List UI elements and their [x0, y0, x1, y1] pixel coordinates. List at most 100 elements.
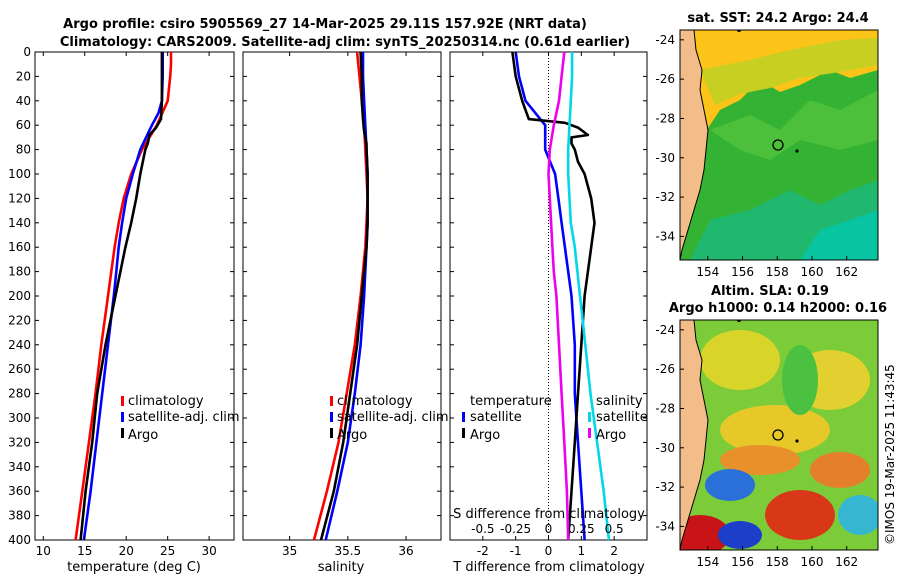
x-tick-label: 1 — [578, 544, 586, 558]
map-y-tick-label: -24 — [655, 33, 675, 47]
y-tick-label: 300 — [8, 411, 31, 425]
x-tick-label: 2 — [610, 544, 618, 558]
sst-map-frame — [679, 29, 879, 261]
y-tick-label: 0 — [23, 45, 31, 59]
series-line-salinity-satellite — [566, 52, 611, 541]
y-tick-label: 240 — [8, 338, 31, 352]
y-tick-label: 120 — [8, 191, 31, 205]
x-tick-label: 10 — [36, 544, 51, 558]
float-marker — [772, 429, 784, 441]
y-tick-label: 320 — [8, 435, 31, 449]
map-x-tick-label: 156 — [731, 555, 754, 569]
sst-mid-band — [710, 90, 878, 160]
map-y-tick-label: -32 — [655, 480, 675, 494]
salinity-xlabel: salinity — [318, 560, 365, 575]
legend-swatch-climatology — [121, 396, 124, 406]
x-tick-label: 20 — [119, 544, 134, 558]
legend-label-argo: Argo — [337, 428, 367, 443]
x-tick-label: 36 — [398, 544, 413, 558]
legend-label-argo-s: Argo — [596, 428, 626, 443]
series-line-climatology — [74, 52, 173, 541]
y-tick-label: 260 — [8, 362, 31, 376]
x-tick-label: 35 — [282, 544, 297, 558]
salinity-panel: 35 35.5 36 salinity climatology satellite-… — [242, 51, 449, 575]
difference-panel: -2 -1 0 1 2 T difference from climatology S … — [449, 51, 648, 575]
sla-map: Altim. SLA: 0.19 Argo h1000: 0.14 h2000:… — [655, 284, 887, 569]
legend-swatch-satellite-s — [588, 412, 591, 422]
sla-orange-blob-2 — [810, 452, 870, 488]
sla-map-frame — [679, 319, 879, 551]
y-tick-label: 200 — [8, 289, 31, 303]
legend-label-climatology: climatology — [128, 394, 204, 409]
map-x-tick-label: 158 — [766, 555, 789, 569]
map-y-tick-label: -30 — [655, 441, 675, 455]
sla-yellow-blob — [700, 330, 780, 390]
sla-red-blob — [765, 490, 835, 540]
map-y-tick-label: -30 — [655, 151, 675, 165]
series-line-satellite-adj-clim — [82, 52, 164, 541]
island-dot — [795, 439, 799, 443]
difference-xlabel-top: S difference from climatology — [453, 507, 645, 522]
y-tick-label: 400 — [8, 533, 31, 547]
map-x-tick-label: 162 — [835, 265, 858, 279]
y-tick-label: 60 — [16, 118, 31, 132]
sla-cyan-blob — [838, 495, 878, 535]
y-tick-label: 80 — [16, 143, 31, 157]
legend-swatch-argo-t — [462, 428, 465, 438]
legend-label-argo-t: Argo — [470, 428, 500, 443]
title-line-1: Argo profile: csiro 5905569_27 14-Mar-20… — [63, 17, 587, 32]
sla-yellow-blob-3 — [720, 405, 830, 455]
sla-blue-blob-2 — [718, 521, 762, 549]
sst-cold-patch — [800, 210, 878, 260]
legend-swatch-climatology — [330, 396, 333, 406]
legend-title-temperature: temperature — [470, 394, 552, 409]
map-x-tick-label: 160 — [801, 555, 824, 569]
temperature-panel: 10 15 20 25 30 temperature (deg C) climatolo… — [34, 51, 240, 575]
map-y-tick-label: -32 — [655, 190, 675, 204]
legend-label-satellite-t: satellite — [470, 410, 522, 425]
map-y-tick-label: -34 — [655, 519, 675, 533]
sst-map: sat. SST: 24.2 Argo: 24.4 154 156 158 160 16… — [655, 11, 879, 279]
x-tick-label-top: -0.25 — [500, 522, 531, 536]
y-tick-label: 340 — [8, 460, 31, 474]
legend-swatch-argo-s — [588, 428, 591, 438]
sst-warm-band — [700, 38, 878, 105]
y-tick-label: 20 — [16, 69, 31, 83]
legend-label-satellite: satellite-adj. clim — [337, 410, 449, 425]
sla-red-blob-2 — [680, 515, 730, 550]
map-x-tick-label: 156 — [731, 265, 754, 279]
island-dot — [795, 149, 799, 153]
x-tick-label-top: 0 — [545, 522, 553, 536]
sla-map-title: Altim. SLA: 0.19 — [711, 284, 829, 299]
map-x-tick-label: 162 — [835, 555, 858, 569]
temperature-panel-frame — [34, 51, 235, 541]
x-tick-label: -1 — [510, 544, 522, 558]
difference-xlabel: T difference from climatology — [452, 560, 645, 575]
legend-label-satellite-s: satellite — [596, 410, 648, 425]
temperature-legend: climatology satellite-adj. clim Argo — [121, 394, 240, 443]
series-line-temperature-argo — [511, 51, 596, 541]
x-tick-label: 25 — [160, 544, 175, 558]
x-tick-label: 15 — [77, 544, 92, 558]
imos-credit: ©IMOS 19-Mar-2025 11:43:45 — [883, 364, 897, 545]
y-tick-label: 140 — [8, 216, 31, 230]
map-y-tick-label: -28 — [655, 111, 675, 125]
x-tick-label-top: 0.25 — [568, 522, 595, 536]
x-tick-label: 0 — [545, 544, 553, 558]
sst-map-title: sat. SST: 24.2 Argo: 24.4 — [687, 11, 868, 26]
temperature-xlabel: temperature (deg C) — [67, 560, 201, 575]
float-marker — [772, 139, 784, 151]
y-tick-label: 280 — [8, 387, 31, 401]
series-line-argo — [319, 51, 369, 541]
map-x-tick-label: 160 — [801, 265, 824, 279]
x-tick-label: 35.5 — [334, 544, 361, 558]
sla-blue-blob — [705, 469, 755, 501]
map-y-tick-label: -26 — [655, 72, 675, 86]
depth-axis: 0 20 40 60 80 100 120 140 160 180 200 220 240 260 280 3… — [8, 45, 647, 547]
difference-legend-temperature: temperature satellite Argo — [462, 394, 552, 443]
series-line-salinity-argo — [547, 51, 570, 541]
map-x-tick-label: 158 — [766, 265, 789, 279]
y-tick-label: 220 — [8, 313, 31, 327]
map-x-tick-label: 154 — [696, 265, 719, 279]
